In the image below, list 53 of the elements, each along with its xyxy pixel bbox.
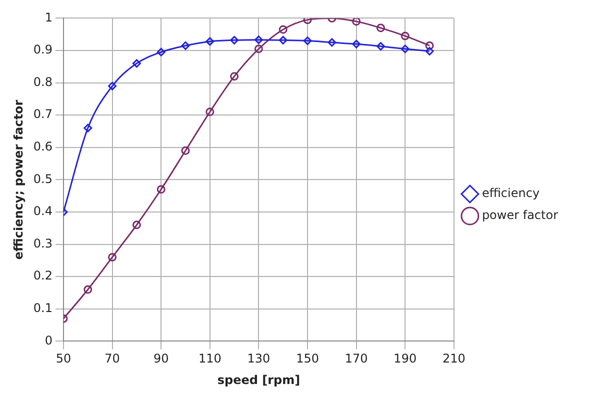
- y-tick-label: 0.5: [33, 172, 52, 186]
- point: [230, 36, 239, 44]
- y-tick-label: 0: [44, 333, 52, 348]
- point: [352, 40, 361, 48]
- y-tick-label: 0.4: [33, 204, 52, 218]
- point: [206, 108, 214, 116]
- point: [230, 72, 239, 81]
- point: [254, 44, 263, 54]
- point: [303, 18, 312, 24]
- x-tick-label: 90: [153, 352, 169, 366]
- point: [181, 41, 190, 50]
- point: [278, 36, 288, 44]
- point: [303, 36, 312, 46]
- y-tick-label: 0.8: [33, 74, 52, 89]
- x-tick-label: 190: [394, 352, 417, 366]
- x-tick-label: 170: [344, 352, 368, 366]
- y-tick-label: 0.7: [33, 107, 52, 122]
- y-axis-title: efficiency; power factor: [11, 100, 26, 260]
- legend-label: power factor: [482, 208, 558, 222]
- point: [376, 24, 385, 32]
- y-tick-label: 0.9: [33, 42, 52, 57]
- point: [352, 18, 361, 26]
- y-tick-label: 0.3: [33, 236, 52, 250]
- point: [156, 185, 166, 194]
- x-tick-label: 110: [198, 352, 222, 366]
- x-tick-label: 210: [442, 352, 466, 366]
- point: [84, 124, 92, 132]
- point: [156, 48, 166, 56]
- x-tick-label: 150: [296, 352, 319, 366]
- point: [376, 42, 385, 51]
- point: [328, 38, 336, 47]
- point: [84, 285, 92, 294]
- point: [254, 36, 263, 44]
- point: [181, 146, 190, 155]
- point: [278, 25, 288, 34]
- point: [425, 41, 434, 50]
- point: [400, 32, 410, 40]
- x-axis-title: speed [rpm]: [217, 372, 300, 387]
- x-tick-label: 50: [56, 352, 72, 366]
- point: [400, 44, 410, 54]
- legend-label: efficiency: [482, 186, 540, 200]
- point: [108, 82, 117, 90]
- point: [132, 59, 141, 68]
- point: [425, 46, 434, 56]
- point: [108, 252, 117, 262]
- x-tick-label: 130: [247, 352, 270, 366]
- point: [206, 37, 214, 46]
- y-tick-label: 0.6: [33, 140, 52, 154]
- y-tick-label: 0.2: [33, 268, 52, 283]
- x-tick-label: 70: [104, 352, 120, 366]
- y-tick-label: 0.1: [33, 301, 52, 316]
- y-tick-label: 1: [44, 10, 52, 24]
- point: [132, 220, 141, 230]
